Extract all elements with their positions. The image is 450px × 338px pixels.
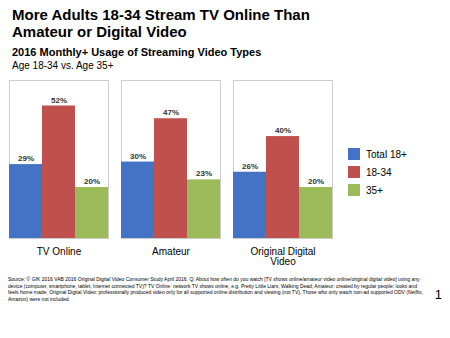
svg-text:29%: 29% <box>18 154 34 163</box>
svg-text:20%: 20% <box>84 177 100 186</box>
svg-text:20%: 20% <box>308 177 324 186</box>
html-text:Amateur or Digital Video: Amateur or Digital Video <box>12 23 187 40</box>
html-text:18-34: 18-34 <box>366 166 392 178</box>
svg-text:Original DigitalVideo: Original DigitalVideo <box>250 246 315 267</box>
html-text:Total 18+: Total 18+ <box>366 148 407 160</box>
html-text:2016 Monthly+ Usage of Streami: 2016 Monthly+ Usage of Streaming Video T… <box>12 46 262 58</box>
svg-text:30%: 30% <box>130 152 146 161</box>
html-text:1: 1 <box>434 287 442 302</box>
svg-text:26%: 26% <box>242 162 258 171</box>
html-text:35+: 35+ <box>366 184 383 196</box>
svg-text:TV Online: TV Online <box>37 246 82 257</box>
html-text:Age 18-34 vs. Age 35+: Age 18-34 vs. Age 35+ <box>12 60 114 71</box>
svg-text:47%: 47% <box>163 108 179 117</box>
html-text:More Adults 18-34 Stream TV On: More Adults 18-34 Stream TV Online Than <box>12 6 310 23</box>
svg-text:23%: 23% <box>196 169 212 178</box>
svg-text:52%: 52% <box>51 96 67 105</box>
svg-text:40%: 40% <box>275 126 291 135</box>
svg-text:Amateur: Amateur <box>152 246 190 257</box>
html-text:Source: © GfK 2016 VAB 2016 Or: Source: © GfK 2016 VAB 2016 Original Dig… <box>8 276 424 302</box>
